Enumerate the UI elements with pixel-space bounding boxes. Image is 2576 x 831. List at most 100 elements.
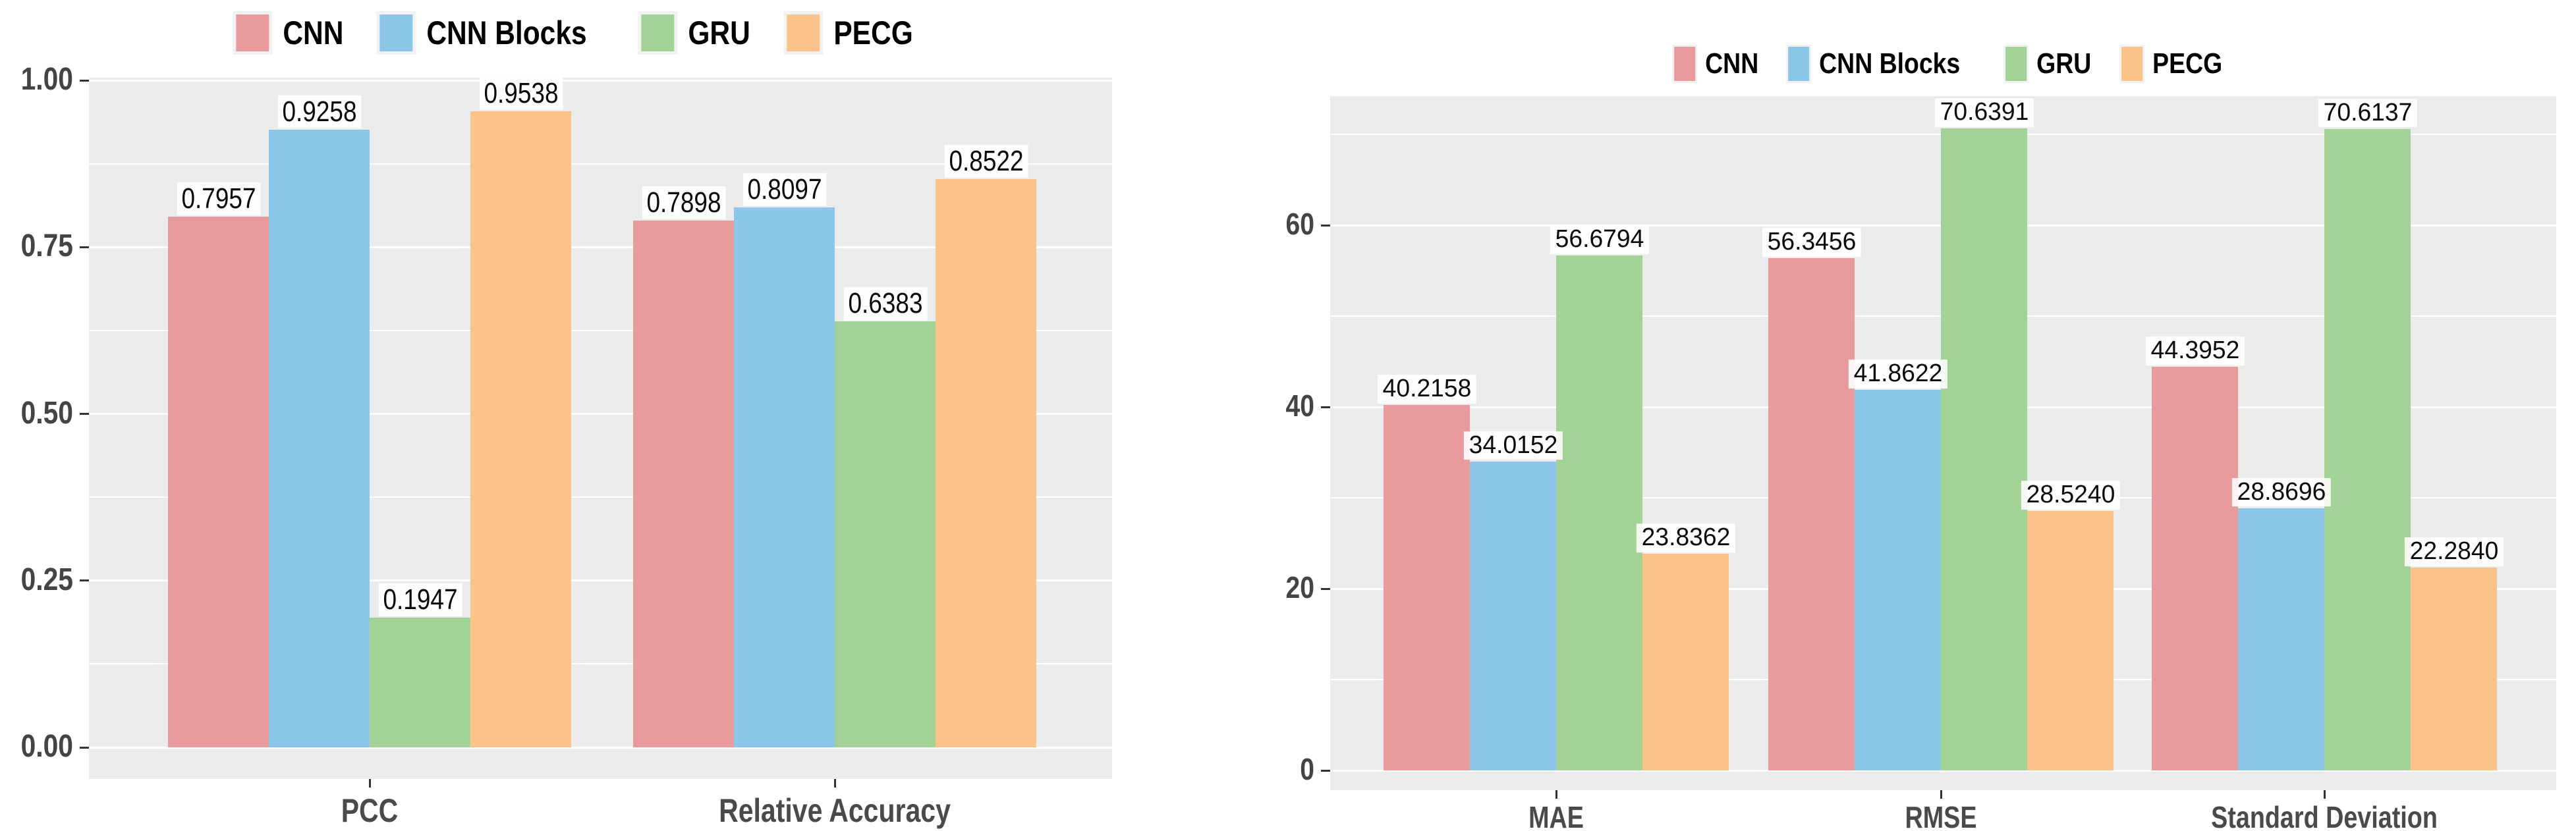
y-axis-tick-label: 1.00 xyxy=(20,62,73,97)
y-axis-tick-label: 40 xyxy=(1285,389,1314,423)
y-axis-tick-label: 0.50 xyxy=(20,395,73,431)
bar-value-label: 70.6137 xyxy=(2318,98,2417,128)
x-axis-tick xyxy=(368,779,371,788)
bar-value-label: 0.7957 xyxy=(177,182,260,215)
minor-gridline xyxy=(89,663,1112,665)
bar-value-label: 44.3952 xyxy=(2145,336,2245,366)
legend-item-cnn-blocks: CNN Blocks xyxy=(1786,45,1986,83)
bar-cnn-blocks xyxy=(2238,508,2324,770)
legend-key xyxy=(376,11,416,55)
bar-cnn-blocks xyxy=(734,207,835,747)
y-axis-tick xyxy=(80,579,89,582)
y-axis-tick-label: 0.25 xyxy=(20,562,73,597)
legend-item-pecg: PECG xyxy=(2119,45,2235,83)
y-axis-tick xyxy=(1321,224,1330,227)
y-axis-tick xyxy=(1321,587,1330,590)
bar-value-label: 0.8522 xyxy=(944,144,1028,178)
bar-pecg xyxy=(1642,554,1729,770)
bar-value-label: 0.6383 xyxy=(843,287,927,321)
x-axis-tick xyxy=(2323,790,2326,799)
legend-label: PECG xyxy=(833,14,913,51)
bar-cnn xyxy=(2152,367,2238,770)
x-axis-category-label: RMSE xyxy=(1905,800,1977,831)
y-axis-tick xyxy=(1321,769,1330,772)
y-axis-tick-label: 60 xyxy=(1285,207,1314,242)
bar-pecg xyxy=(2027,511,2114,770)
legend-swatch-icon xyxy=(236,14,269,51)
major-gridline xyxy=(89,246,1112,248)
bar-value-label: 34.0152 xyxy=(1463,431,1563,460)
legend: CNN CNN Blocks GRU PECG xyxy=(233,11,926,55)
x-axis-category-label: MAE xyxy=(1528,800,1584,831)
y-axis-tick xyxy=(80,79,89,82)
legend-key xyxy=(2119,45,2145,83)
y-axis-tick-label: 0.75 xyxy=(20,228,73,264)
bar-value-label: 56.6794 xyxy=(1550,225,1649,254)
bar-gru xyxy=(835,321,936,747)
legend-label: GRU xyxy=(2036,47,2092,80)
bar-value-label: 23.8362 xyxy=(1636,523,1735,553)
x-axis-category-label: Relative Accuracy xyxy=(719,792,951,829)
bar-value-label: 28.5240 xyxy=(2021,481,2120,510)
bar-gru xyxy=(1941,128,2027,770)
legend-label: GRU xyxy=(687,14,750,51)
legend-swatch-icon xyxy=(2005,47,2027,81)
major-gridline xyxy=(1330,769,2556,772)
legend-swatch-icon xyxy=(379,14,413,51)
bar-cnn xyxy=(168,216,269,747)
plot-panel xyxy=(89,78,1112,779)
x-axis-tick xyxy=(1555,790,1557,799)
minor-gridline xyxy=(89,329,1112,331)
legend-item-cnn: CNN xyxy=(1672,45,1768,83)
bar-gru xyxy=(2324,128,2411,770)
bar-gru xyxy=(370,617,470,747)
bar-value-label: 40.2158 xyxy=(1377,375,1476,404)
x-axis-category-label: PCC xyxy=(341,792,399,829)
y-axis-tick-label: 0.00 xyxy=(20,729,73,764)
bar-value-label: 56.3456 xyxy=(1762,228,1861,257)
major-gridline xyxy=(89,746,1112,749)
legend-item-cnn: CNN xyxy=(233,11,354,55)
bar-value-label: 22.2840 xyxy=(2404,537,2504,567)
y-axis-tick-label: 20 xyxy=(1285,570,1314,605)
legend-label: CNN Blocks xyxy=(426,14,587,51)
bar-cnn xyxy=(633,220,734,747)
legend-swatch-icon xyxy=(1674,47,1696,81)
legend-key xyxy=(783,11,823,55)
bar-value-label: 0.9258 xyxy=(277,95,361,129)
legend-label: CNN Blocks xyxy=(1819,47,1961,80)
bar-value-label: 28.8696 xyxy=(2231,477,2331,507)
legend-swatch-icon xyxy=(1788,47,1810,81)
bar-value-label: 0.8097 xyxy=(742,173,826,206)
y-axis-tick xyxy=(80,413,89,415)
legend-key xyxy=(637,11,677,55)
legend-key xyxy=(1786,45,1812,83)
y-axis-tick xyxy=(80,246,89,248)
bar-value-label: 70.6391 xyxy=(1934,98,2034,128)
bar-value-label: 0.9538 xyxy=(479,76,563,110)
legend-label: CNN xyxy=(1705,47,1759,80)
bar-value-label: 0.7898 xyxy=(642,186,725,219)
major-gridline xyxy=(89,79,1112,82)
bar-gru xyxy=(1556,255,1642,770)
bar-value-label: 0.1947 xyxy=(378,583,462,616)
y-axis-tick-label: 0 xyxy=(1300,752,1314,787)
bar-pecg xyxy=(470,111,571,747)
y-axis-tick xyxy=(1321,406,1330,408)
minor-gridline xyxy=(89,163,1112,165)
legend-key xyxy=(2003,45,2029,83)
bar-cnn-blocks xyxy=(269,130,370,747)
legend: CNN CNN Blocks GRU PECG xyxy=(1672,45,2235,83)
legend-item-cnn-blocks: CNN Blocks xyxy=(376,11,615,55)
bar-cnn-blocks xyxy=(1855,390,1941,770)
legend-label: PECG xyxy=(2152,47,2223,80)
x-axis-category-label: Standard Deviation xyxy=(2211,800,2438,831)
legend-item-gru: GRU xyxy=(2003,45,2101,83)
legend-swatch-icon xyxy=(786,14,820,51)
major-gridline xyxy=(89,413,1112,415)
x-axis-tick xyxy=(1940,790,1942,799)
legend-key xyxy=(1672,45,1698,83)
